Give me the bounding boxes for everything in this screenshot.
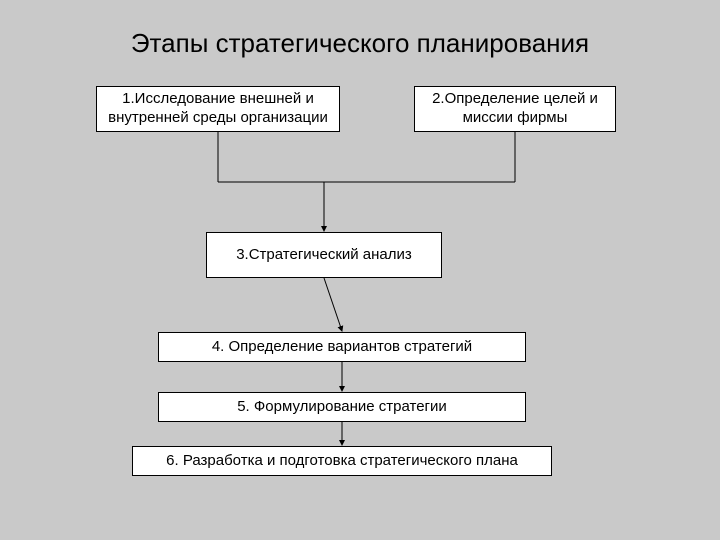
node-n3: 3.Стратегический анализ <box>206 232 442 278</box>
node-n4: 4. Определение вариантов стратегий <box>158 332 526 362</box>
node-n6: 6. Разработка и подготовка стратегическо… <box>132 446 552 476</box>
node-n1: 1.Исследование внешней и внутренней сред… <box>96 86 340 132</box>
node-n5: 5. Формулирование стратегии <box>158 392 526 422</box>
page-title: Этапы стратегического планирования <box>0 28 720 59</box>
node-n2: 2.Определение целей и миссии фирмы <box>414 86 616 132</box>
